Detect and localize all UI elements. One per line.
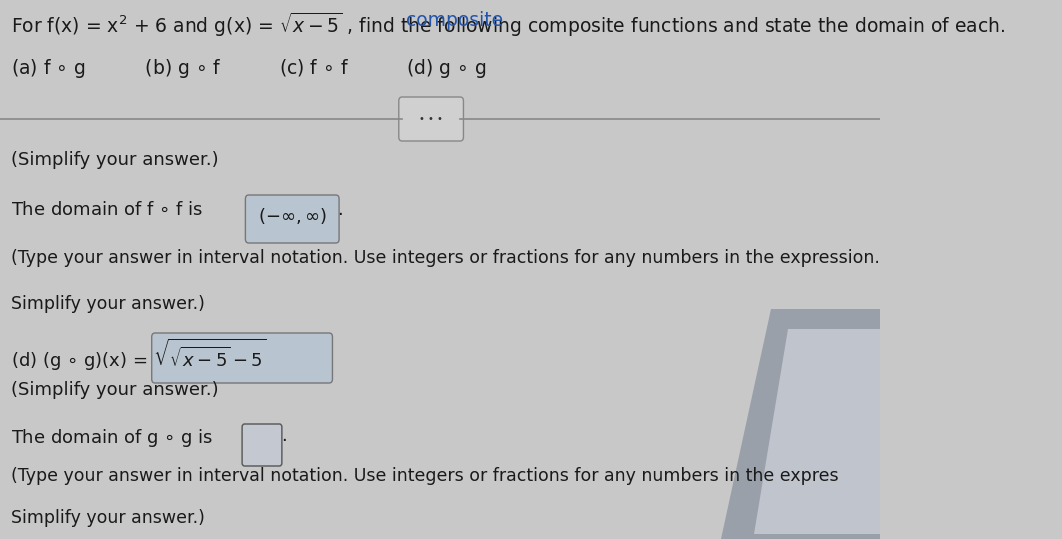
Text: The domain of f $\circ$ f is: The domain of f $\circ$ f is: [11, 201, 203, 219]
Text: (Simplify your answer.): (Simplify your answer.): [11, 151, 219, 169]
Text: (Simplify your answer.): (Simplify your answer.): [11, 381, 219, 399]
Text: $(-\infty,\infty)$: $(-\infty,\infty)$: [258, 206, 327, 226]
FancyBboxPatch shape: [399, 97, 463, 141]
Text: composite: composite: [407, 11, 503, 30]
Polygon shape: [721, 309, 880, 539]
Text: • • •: • • •: [419, 114, 443, 124]
Text: For f(x) = x$^2$ + 6 and g(x) = $\sqrt{x-5}$ , find the following composite func: For f(x) = x$^2$ + 6 and g(x) = $\sqrt{x…: [11, 11, 1006, 39]
Text: Simplify your answer.): Simplify your answer.): [11, 509, 205, 527]
Text: .: .: [281, 427, 287, 445]
Text: (a) f $\circ$ g          (b) g $\circ$ f          (c) f $\circ$ f          (d) g: (a) f $\circ$ g (b) g $\circ$ f (c) f $\…: [11, 57, 486, 80]
Text: Simplify your answer.): Simplify your answer.): [11, 295, 205, 313]
FancyBboxPatch shape: [242, 424, 281, 466]
Polygon shape: [754, 329, 880, 534]
Text: The domain of g $\circ$ g is: The domain of g $\circ$ g is: [11, 427, 212, 449]
Text: (Type your answer in interval notation. Use integers or fractions for any number: (Type your answer in interval notation. …: [11, 249, 879, 267]
Text: (Type your answer in interval notation. Use integers or fractions for any number: (Type your answer in interval notation. …: [11, 467, 838, 485]
Text: .: .: [338, 201, 343, 219]
FancyBboxPatch shape: [152, 333, 332, 383]
Text: (d) (g $\circ$ g)(x) = $\sqrt{\sqrt{x-5} - 5}$: (d) (g $\circ$ g)(x) = $\sqrt{\sqrt{x-5}…: [11, 337, 267, 373]
FancyBboxPatch shape: [245, 195, 339, 243]
